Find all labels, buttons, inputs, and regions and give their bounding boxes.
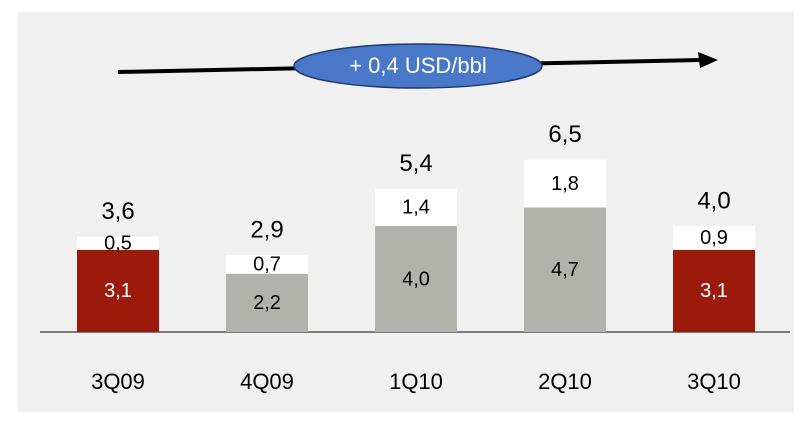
x-tick-label: 3Q10 [687, 369, 741, 394]
value-label: 3,1 [700, 280, 728, 302]
bar-segment [375, 188, 457, 226]
bar-segment [226, 273, 308, 332]
annotation: + 0,4 USD/bbl [349, 53, 487, 78]
value-label: 0,5 [104, 233, 132, 255]
x-tick-label: 3Q09 [91, 369, 145, 394]
bar-segment [226, 255, 308, 274]
value-label: 0,7 [253, 254, 281, 276]
value-label: 2,2 [253, 292, 281, 314]
value-label: 3,1 [104, 280, 132, 302]
x-tick-label: 2Q10 [538, 369, 592, 394]
x-tick-label: 1Q10 [389, 369, 443, 394]
total-label: 6,5 [548, 121, 581, 148]
annotation-bubble [293, 43, 543, 89]
bar-segment [524, 159, 606, 208]
total-label: 3,6 [101, 198, 134, 225]
value-label: 0,9 [700, 227, 728, 249]
value-label: 1,8 [551, 173, 579, 195]
value-label: 1,4 [402, 197, 430, 219]
bar-segment [673, 249, 755, 332]
total-label: 4,0 [697, 187, 730, 214]
value-label: 4,0 [402, 268, 430, 290]
bar-segment [77, 249, 159, 332]
arrow-head [698, 52, 718, 68]
bar-segment [673, 226, 755, 250]
bar-segment [77, 236, 159, 250]
bar-segment [524, 207, 606, 332]
total-label: 2,9 [250, 216, 283, 243]
x-tick-label: 4Q09 [240, 369, 294, 394]
value-label: 4,7 [551, 259, 579, 281]
bar-segment [375, 226, 457, 332]
total-label: 5,4 [399, 150, 432, 177]
